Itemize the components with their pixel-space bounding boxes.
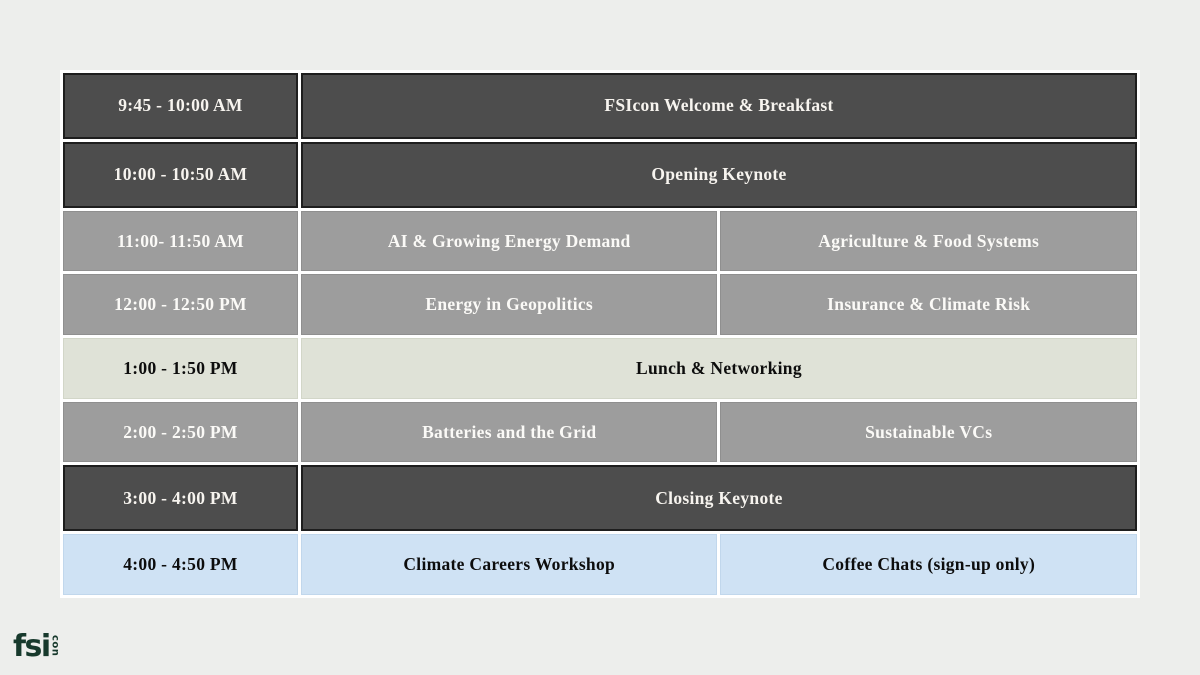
fsicon-logo-main: fsi xyxy=(13,629,51,664)
session-cell: Agriculture & Food Systems xyxy=(720,210,1137,272)
session-cell: AI & Growing Energy Demand xyxy=(300,210,718,272)
table-row: 2:00 - 2:50 PM Batteries and the Grid Su… xyxy=(63,401,1137,463)
schedule-table: 9:45 - 10:00 AM FSIcon Welcome & Breakfa… xyxy=(60,70,1140,598)
table-row: 1:00 - 1:50 PM Lunch & Networking xyxy=(63,338,1137,399)
time-cell: 12:00 - 12:50 PM xyxy=(63,274,298,336)
fsicon-logo: fsi con xyxy=(13,629,61,664)
session-cell: Insurance & Climate Risk xyxy=(720,274,1137,336)
table-row: 9:45 - 10:00 AM FSIcon Welcome & Breakfa… xyxy=(63,73,1137,139)
time-cell: 1:00 - 1:50 PM xyxy=(63,338,298,399)
table-row: 3:00 - 4:00 PM Closing Keynote xyxy=(63,465,1137,532)
session-cell: Climate Careers Workshop xyxy=(300,534,718,595)
table-row: 10:00 - 10:50 AM Opening Keynote xyxy=(63,141,1137,208)
time-cell: 3:00 - 4:00 PM xyxy=(63,465,298,532)
time-cell: 2:00 - 2:50 PM xyxy=(63,401,298,463)
session-cell: Batteries and the Grid xyxy=(300,401,718,463)
time-cell: 10:00 - 10:50 AM xyxy=(63,141,298,208)
fsicon-logo-vertical: con xyxy=(49,635,61,657)
session-cell: Opening Keynote xyxy=(300,141,1137,208)
session-cell: Closing Keynote xyxy=(300,465,1137,532)
session-cell: FSIcon Welcome & Breakfast xyxy=(300,73,1137,139)
session-cell: Sustainable VCs xyxy=(720,401,1137,463)
time-cell: 4:00 - 4:50 PM xyxy=(63,534,298,595)
session-cell: Coffee Chats (sign-up only) xyxy=(720,534,1137,595)
session-cell: Lunch & Networking xyxy=(300,338,1137,399)
table-row: 12:00 - 12:50 PM Energy in Geopolitics I… xyxy=(63,274,1137,336)
time-cell: 9:45 - 10:00 AM xyxy=(63,73,298,139)
table-row: 4:00 - 4:50 PM Climate Careers Workshop … xyxy=(63,534,1137,595)
table-row: 11:00- 11:50 AM AI & Growing Energy Dema… xyxy=(63,210,1137,272)
session-cell: Energy in Geopolitics xyxy=(300,274,718,336)
time-cell: 11:00- 11:50 AM xyxy=(63,210,298,272)
